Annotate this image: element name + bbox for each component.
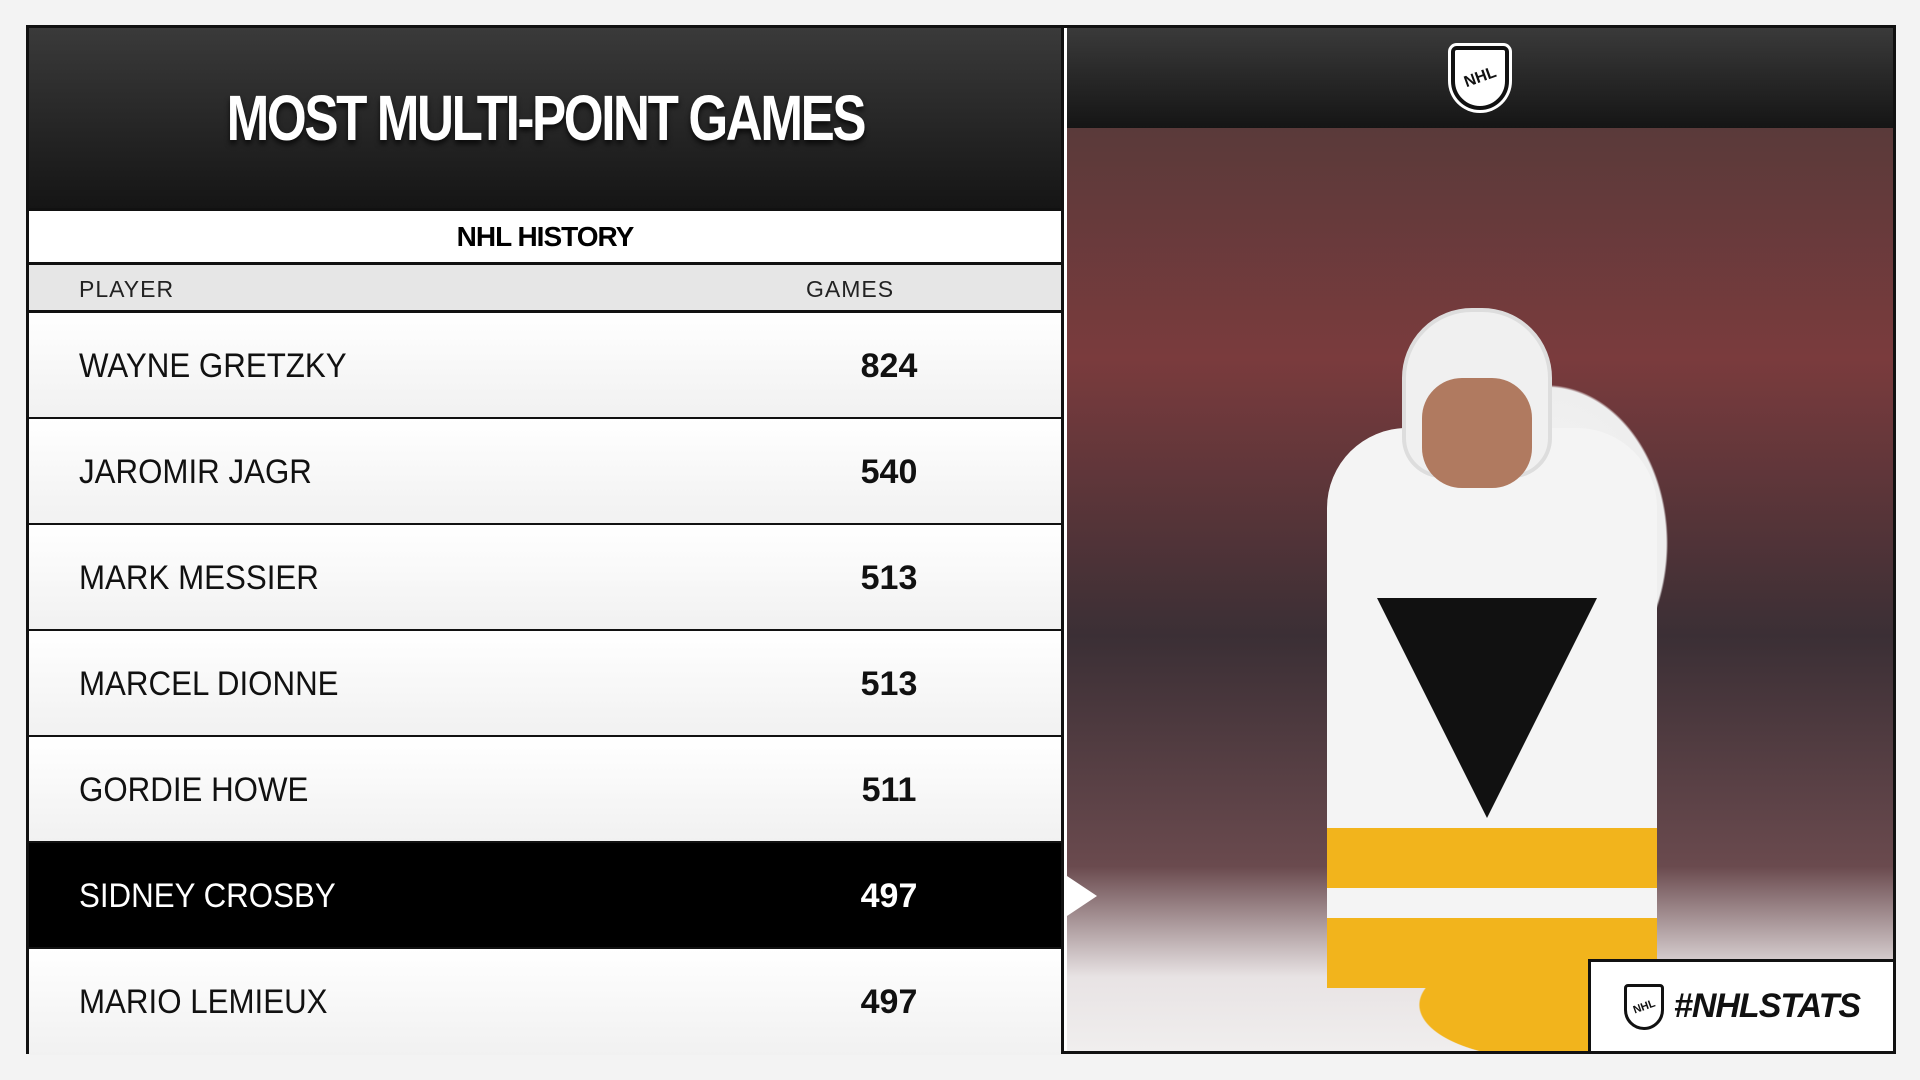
games-value: 497 [860, 983, 918, 1021]
table-row: GORDIE HOWE 511 [29, 737, 1061, 843]
logo-header: NHL [1067, 28, 1893, 128]
table-row: WAYNE GRETZKY 824 [29, 313, 1061, 419]
games-value: 513 [860, 665, 918, 703]
player-name: WAYNE GRETZKY [79, 347, 347, 385]
player-name: GORDIE HOWE [79, 771, 309, 809]
table-row: MARK MESSIER 513 [29, 525, 1061, 631]
column-header: PLAYER GAMES [29, 265, 1061, 313]
games-value: 511 [861, 771, 917, 809]
title-header: MOST MULTI-POINT GAMES [29, 28, 1061, 211]
graphic-frame: MOST MULTI-POINT GAMES NHL HISTORY PLAYE… [26, 25, 1896, 1055]
player-name: MARCEL DIONNE [79, 665, 339, 703]
table-row: SIDNEY CROSBY 497 [29, 843, 1097, 949]
photo-panel: NHL NHL #NHLSTATS [1067, 28, 1893, 1051]
player-name: JAROMIR JAGR [79, 453, 312, 491]
hashtag: #NHLSTATS [1673, 987, 1861, 1025]
page-title: MOST MULTI-POINT GAMES [226, 82, 866, 154]
leaderboard-panel: MOST MULTI-POINT GAMES NHL HISTORY PLAYE… [29, 28, 1097, 1055]
nhl-logo-icon: NHL [1451, 46, 1509, 110]
player-name: SIDNEY CROSBY [79, 877, 336, 915]
pointer-arrow-icon [1067, 876, 1097, 916]
hashtag-badge: NHL #NHLSTATS [1588, 959, 1893, 1051]
player-photo: NHL #NHLSTATS [1067, 128, 1893, 1051]
table-row: JAROMIR JAGR 540 [29, 419, 1061, 525]
games-value: 513 [860, 559, 918, 597]
face [1422, 378, 1532, 488]
nhl-logo-icon: NHL [1623, 983, 1664, 1030]
column-player: PLAYER [79, 276, 175, 302]
games-value: 540 [860, 453, 918, 491]
subtitle: NHL HISTORY [29, 211, 1061, 265]
table-row: MARCEL DIONNE 513 [29, 631, 1061, 737]
penguins-logo [1377, 598, 1597, 818]
column-games: GAMES [806, 276, 895, 302]
player-name: MARK MESSIER [79, 559, 319, 597]
player-name: MARIO LEMIEUX [79, 983, 328, 1021]
games-value: 497 [860, 877, 918, 915]
games-value: 824 [860, 347, 918, 385]
table-row: MARIO LEMIEUX 497 [29, 949, 1061, 1055]
